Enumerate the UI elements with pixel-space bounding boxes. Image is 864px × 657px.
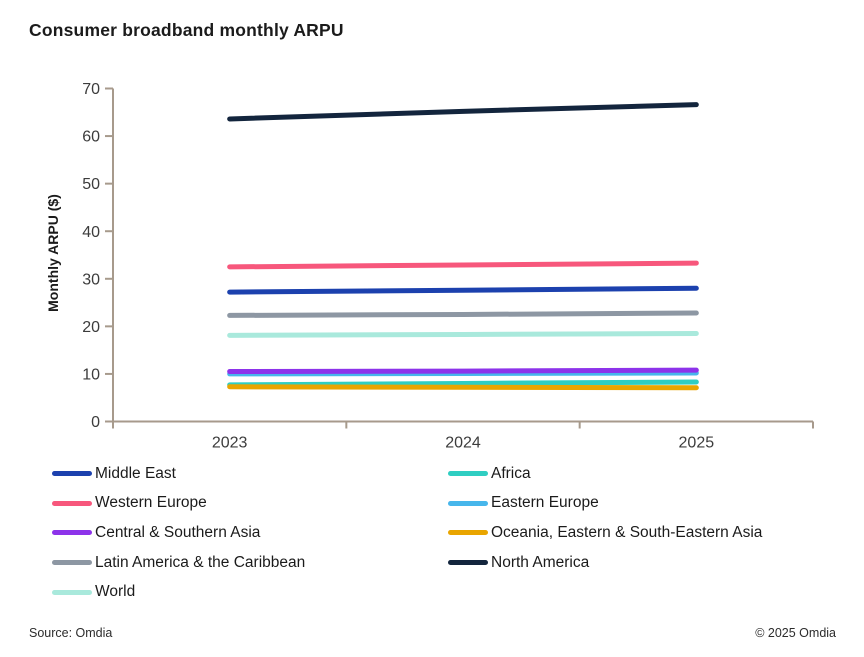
- legend-swatch-icon: [448, 471, 488, 477]
- x-tick-label: 2024: [445, 435, 481, 452]
- series-line-world: [227, 330, 699, 338]
- legend-item-middle-east: Middle East: [52, 459, 305, 489]
- legend-item-world: World: [52, 577, 305, 607]
- legend-label: Eastern Europe: [491, 494, 599, 512]
- series-line-north-america: [227, 102, 699, 122]
- legend-swatch-icon: [52, 471, 92, 477]
- legend-item-latin-america-the-caribbean: Latin America & the Caribbean: [52, 548, 305, 578]
- legend-item-western-europe: Western Europe: [52, 489, 305, 519]
- y-tick-label: 0: [91, 414, 100, 431]
- y-tick-label: 40: [82, 224, 100, 241]
- legend-label: Oceania, Eastern & South-Eastern Asia: [491, 523, 763, 541]
- legend-label: Central & Southern Asia: [95, 523, 261, 541]
- legend-item-central-southern-asia: Central & Southern Asia: [52, 518, 305, 548]
- legend-label: North America: [491, 553, 590, 571]
- legend-swatch-icon: [448, 530, 488, 536]
- legend-swatch-icon: [52, 500, 92, 506]
- series-line-oceania-eastern-south-eastern-asia: [227, 384, 699, 391]
- legend-label: Western Europe: [95, 494, 207, 512]
- source-note: Source: Omdia: [29, 626, 113, 640]
- series-line-central-southern-asia: [227, 367, 699, 375]
- y-tick-label: 70: [82, 81, 100, 98]
- legend-swatch-icon: [52, 560, 92, 566]
- y-tick-label: 20: [82, 319, 100, 336]
- y-tick-label: 60: [82, 129, 100, 146]
- y-tick-label: 30: [82, 271, 100, 288]
- legend-swatch-icon: [448, 560, 488, 566]
- y-tick-label: 10: [82, 367, 100, 384]
- legend-label: Middle East: [95, 464, 176, 482]
- legend-label: Africa: [491, 464, 531, 482]
- x-tick-label: 2023: [212, 435, 248, 452]
- legend-swatch-icon: [448, 500, 488, 506]
- y-tick-label: 50: [82, 176, 100, 193]
- legend-label: World: [95, 583, 136, 601]
- legend-label: Latin America & the Caribbean: [95, 553, 306, 571]
- series-line-western-europe: [227, 260, 699, 270]
- chart-title: Consumer broadband monthly ARPU: [29, 20, 344, 40]
- legend-item-oceania-eastern-south-eastern-asia: Oceania, Eastern & South-Eastern Asia: [448, 518, 762, 548]
- legend-item-north-america: North America: [448, 548, 762, 578]
- series-line-latin-america-the-caribbean: [227, 310, 699, 318]
- legend-swatch-icon: [52, 589, 92, 595]
- legend-item-eastern-europe: Eastern Europe: [448, 489, 762, 519]
- series-line-africa: [227, 379, 699, 388]
- copyright-note: © 2025 Omdia: [755, 626, 836, 640]
- chart-legend-left-column: Middle East Western Europe Central & South…: [52, 459, 305, 607]
- legend-swatch-icon: [52, 530, 92, 536]
- chart-legend-right-column: Africa Eastern Europe Oceania, Eastern & S…: [448, 459, 762, 577]
- line-chart-plot: 0 10 20 30 40 50 60 70 2023 2024 2025: [82, 81, 814, 452]
- x-tick-label: 2025: [679, 435, 715, 452]
- series-line-middle-east: [227, 285, 699, 295]
- legend-item-africa: Africa: [448, 459, 762, 489]
